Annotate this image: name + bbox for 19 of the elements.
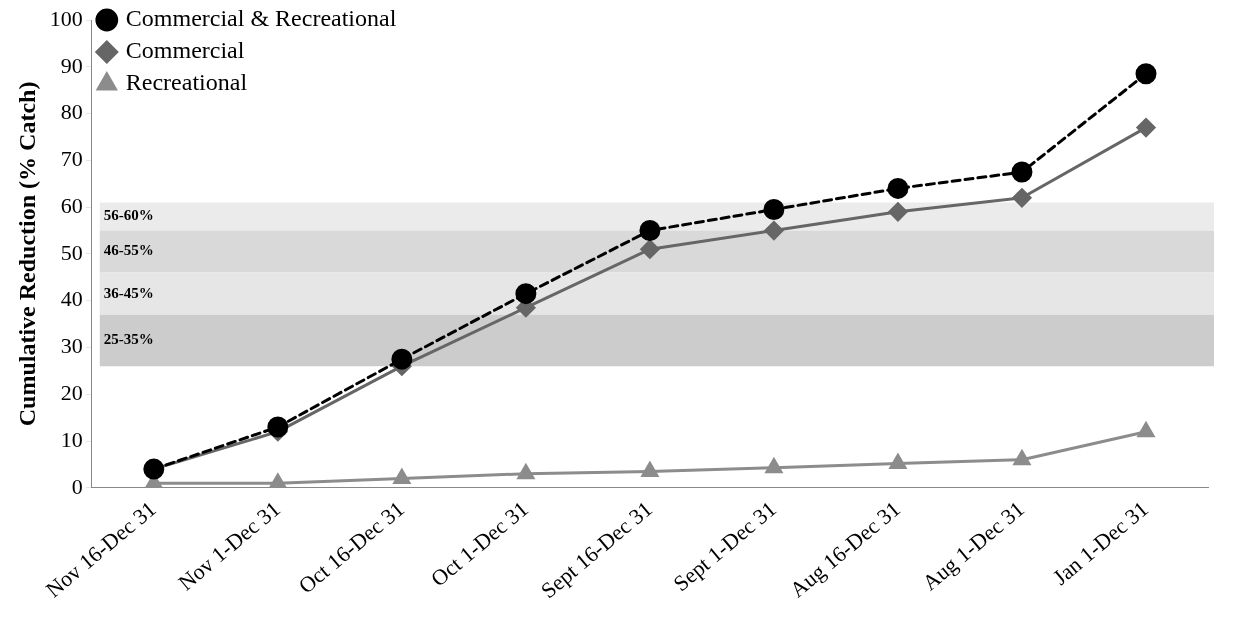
y-tick-label: 50 xyxy=(60,239,83,265)
y-tick-label: 90 xyxy=(60,52,83,78)
band-label: 25-35% xyxy=(103,331,154,348)
y-tick-label: 80 xyxy=(60,99,83,125)
y-tick-label: 10 xyxy=(60,426,83,452)
y-tick-label: 100 xyxy=(49,5,83,31)
y-tick-label: 40 xyxy=(60,286,83,312)
band-label: 36-45% xyxy=(103,284,154,301)
legend-label: Commercial & Recreational xyxy=(125,5,397,32)
y-tick-label: 30 xyxy=(60,333,83,359)
y-tick-label: 60 xyxy=(60,192,83,218)
legend-label: Recreational xyxy=(125,69,248,96)
y-tick-label: 0 xyxy=(71,473,83,499)
band-label: 46-55% xyxy=(103,242,154,259)
y-axis-title: Cumulative Reduction (% Catch) xyxy=(13,81,40,427)
y-tick-label: 70 xyxy=(60,146,83,172)
legend-label: Commercial xyxy=(125,37,245,64)
band-label: 56-60% xyxy=(103,207,154,224)
y-tick-label: 20 xyxy=(60,380,83,406)
